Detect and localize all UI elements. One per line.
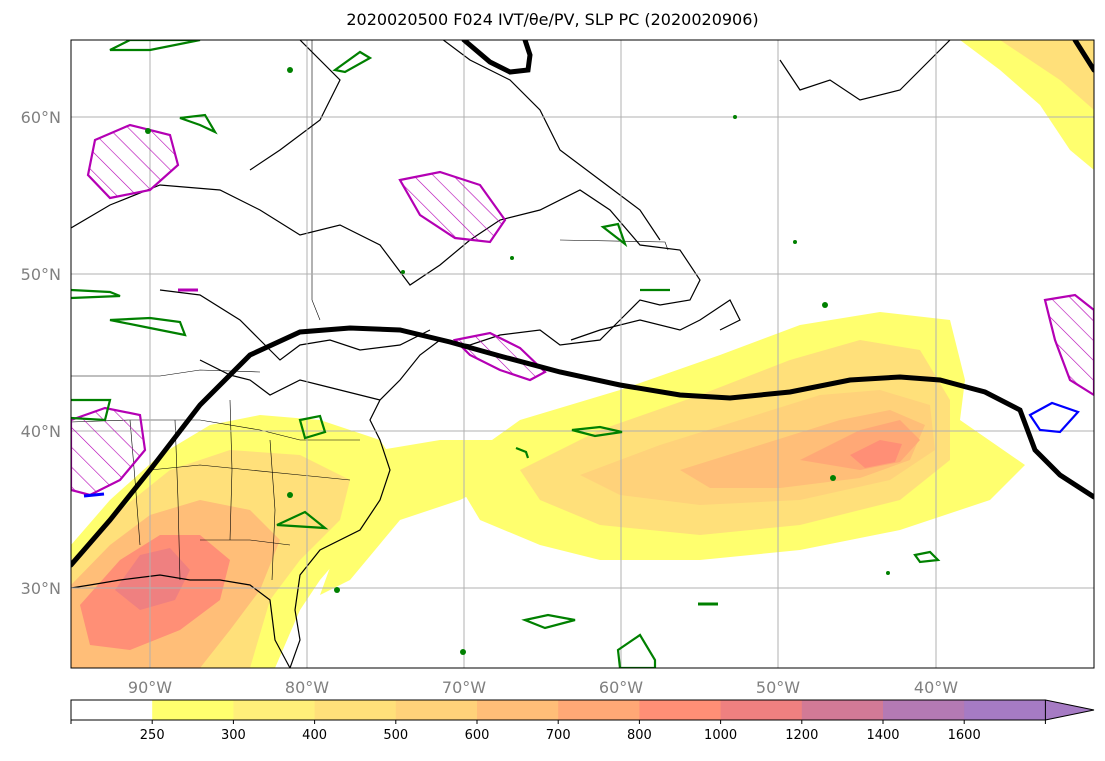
lon-label: 90°W xyxy=(128,678,172,697)
colorbar-label: 700 xyxy=(546,728,571,743)
map-frame xyxy=(70,39,1095,669)
longitude-labels: 90°W 80°W 70°W 60°W 50°W 40°W xyxy=(128,678,958,697)
colorbar-swatch xyxy=(233,700,316,720)
blue-contour xyxy=(1028,401,1080,434)
colorbar-swatch xyxy=(639,700,722,720)
lon-label: 40°W xyxy=(914,678,958,697)
slp-contours xyxy=(71,40,1094,568)
lon-label: 70°W xyxy=(442,678,486,697)
colorbar-swatch xyxy=(720,700,803,720)
colorbar-label: 300 xyxy=(221,728,246,743)
pv-contours xyxy=(71,40,941,668)
colorbar: 250 300 400 500 600 700 800 1000 1200 1400 1600 xyxy=(70,699,1095,743)
coastlines xyxy=(71,40,951,668)
colorbar-swatch xyxy=(801,700,884,720)
pv-dots xyxy=(145,67,890,655)
lat-label: 30°N xyxy=(21,579,61,598)
map-panel xyxy=(71,40,1094,668)
colorbar-label: 1400 xyxy=(866,728,899,743)
theta-e-contours xyxy=(71,123,1094,497)
colorbar-swatch xyxy=(883,700,965,720)
colorbar-label: 250 xyxy=(140,728,165,743)
lat-label: 50°N xyxy=(21,265,61,284)
map-title: 2020020500 F024 IVT/θe/PV, SLP PC (20200… xyxy=(346,10,759,29)
colorbar-label: 1600 xyxy=(948,728,981,743)
colorbar-swatch xyxy=(395,700,478,720)
gridlines xyxy=(71,40,1094,668)
lon-label: 60°W xyxy=(599,678,643,697)
colorbar-swatch xyxy=(477,700,559,720)
blue-fragment xyxy=(83,492,105,498)
lat-label: 40°N xyxy=(21,422,61,441)
colorbar-label: 800 xyxy=(627,728,652,743)
colorbar-label: 400 xyxy=(302,728,327,743)
latitude-labels: 60°N 50°N 40°N 30°N xyxy=(21,108,61,598)
colorbar-label: 1200 xyxy=(785,728,818,743)
colorbar-swatch xyxy=(71,700,153,720)
lat-label: 60°N xyxy=(21,108,61,127)
colorbar-swatch xyxy=(314,700,397,720)
colorbar-label: 600 xyxy=(465,728,490,743)
colorbar-label: 1000 xyxy=(704,728,737,743)
colorbar-swatch xyxy=(964,700,1046,720)
colorbar-swatch xyxy=(152,700,234,720)
lon-label: 80°W xyxy=(285,678,329,697)
ivt-shading xyxy=(71,40,1094,668)
colorbar-swatch xyxy=(558,700,640,720)
colorbar-label: 500 xyxy=(383,728,408,743)
colorbar-extend-arrow xyxy=(1044,699,1095,721)
lon-label: 50°W xyxy=(756,678,800,697)
